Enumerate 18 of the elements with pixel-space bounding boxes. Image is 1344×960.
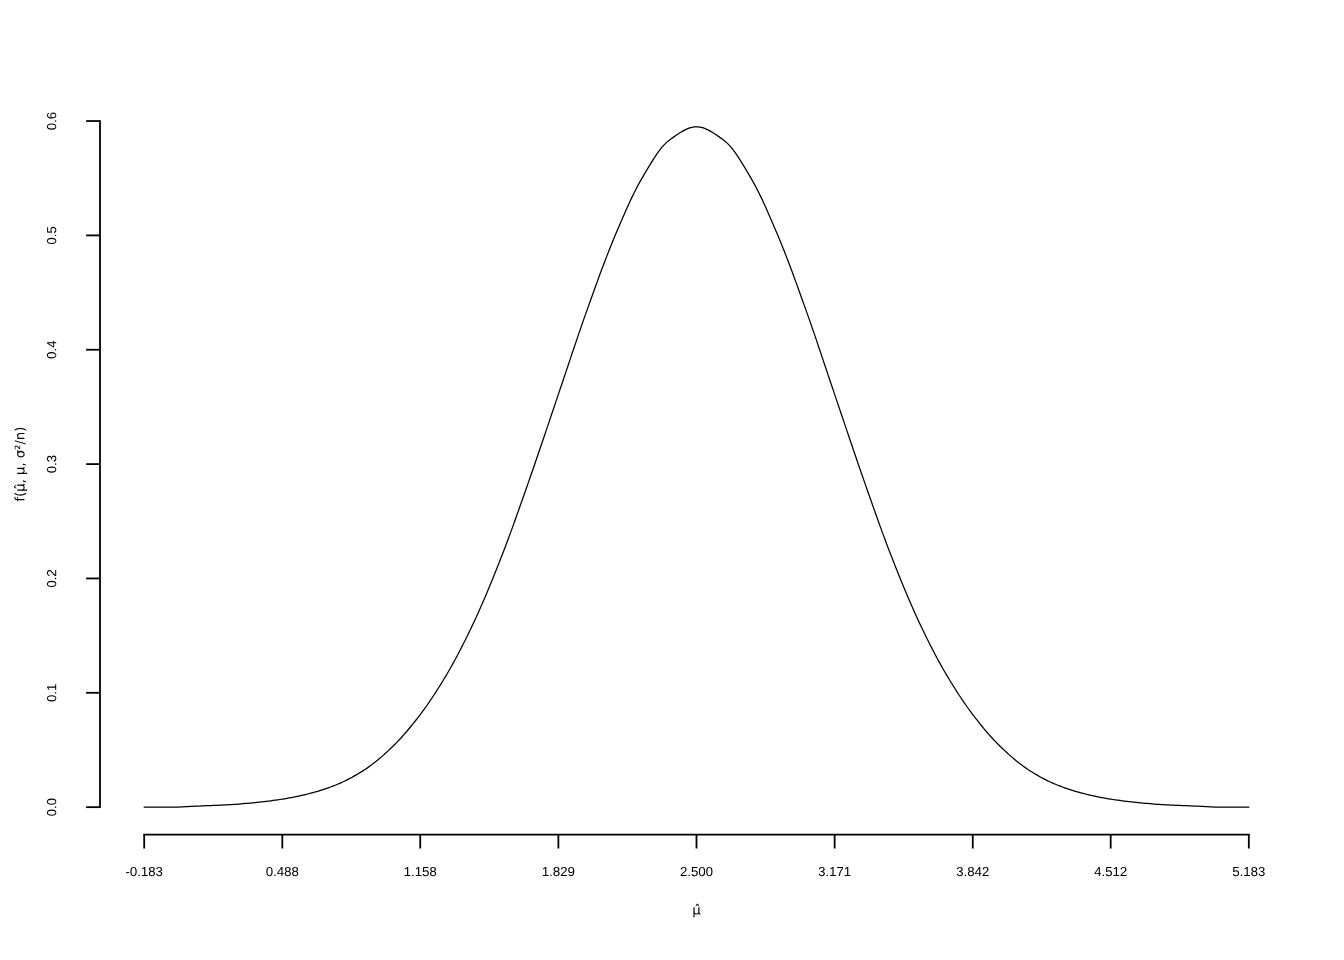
y-tick-label: 0.4	[46, 340, 57, 359]
x-tick-label: -0.183	[126, 866, 163, 877]
x-tick-label: 4.512	[1094, 866, 1127, 877]
y-axis-title: f(μ̂, μ, σ²/n)	[13, 427, 28, 502]
x-tick-label: 1.158	[404, 866, 437, 877]
y-tick-label: 0.6	[46, 112, 57, 130]
y-tick-label: 0.3	[46, 455, 57, 473]
x-tick-label: 3.171	[818, 866, 851, 877]
x-tick-label: 5.183	[1232, 866, 1265, 877]
x-tick-label: 1.829	[542, 866, 575, 877]
y-tick-label: 0.1	[46, 684, 57, 702]
y-tick-label: 0.5	[46, 226, 57, 245]
x-axis-title: μ̂	[693, 903, 701, 918]
x-tick-label: 0.488	[266, 866, 299, 877]
y-tick-label: 0.0	[46, 798, 57, 816]
x-tick-label: 2.500	[680, 866, 713, 877]
y-tick-label: 0.2	[46, 569, 57, 588]
x-tick-label: 3.842	[956, 866, 989, 877]
